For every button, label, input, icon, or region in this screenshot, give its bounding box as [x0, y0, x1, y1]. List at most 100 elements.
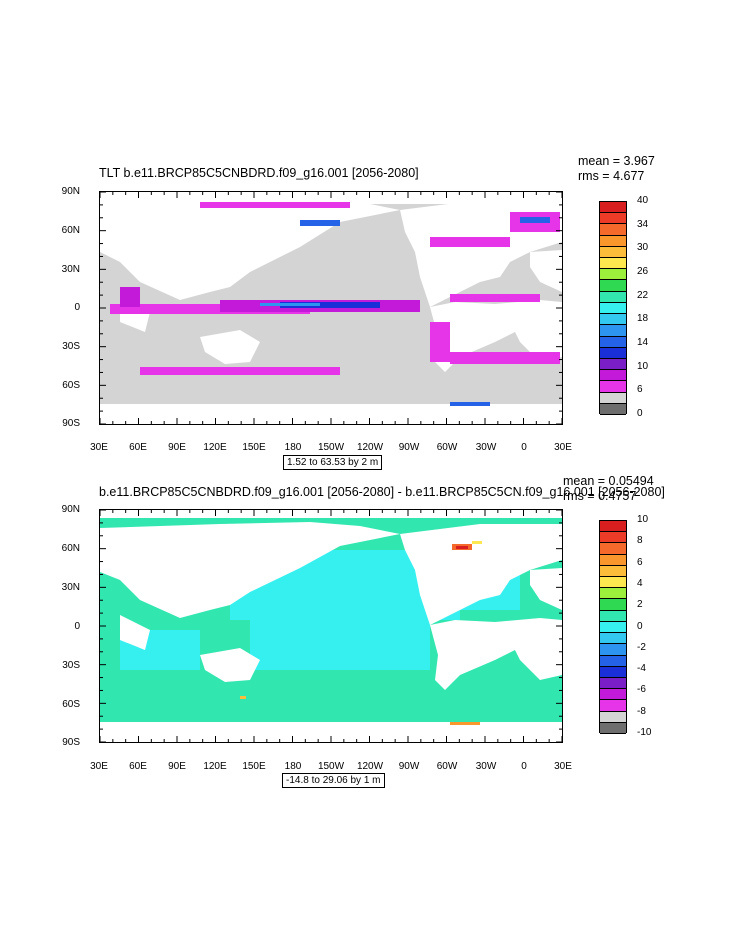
panel1-high-values	[110, 202, 560, 406]
panel2-ylab: 0	[74, 621, 80, 632]
panel2-ylab: 60S	[62, 699, 80, 710]
colorbar-box	[600, 370, 626, 382]
colorbar-label: 6	[637, 384, 643, 396]
colorbar-box	[600, 689, 626, 701]
colorbar-box	[600, 246, 626, 259]
panel1-xlab: 90W	[398, 442, 420, 453]
panel2-xlab: 30E	[554, 761, 572, 772]
panel2-map-field	[100, 510, 562, 742]
panel1-xlab: 0	[521, 442, 527, 453]
panel1-xlab: 90E	[168, 442, 186, 453]
colorbar-label: -6	[637, 684, 646, 696]
panel1-ylab: 60N	[61, 225, 80, 236]
panel1-ylab: 90N	[61, 186, 80, 197]
colorbar-box	[600, 521, 626, 533]
panel2-xlab: 180	[284, 761, 302, 772]
panel1-title: TLT b.e11.BRCP85C5CNBDRD.f09_g16.001 [20…	[99, 166, 419, 180]
panel2-xlab: 60E	[129, 761, 147, 772]
panel1-xlab: 30W	[475, 442, 497, 453]
panel1-ylab: 0	[74, 302, 80, 313]
colorbar-label: 30	[637, 242, 649, 254]
colorbar-box	[600, 577, 626, 589]
panel2-colorbar	[599, 520, 627, 734]
panel1-ylab: 90S	[62, 418, 80, 429]
colorbar-label: 14	[637, 337, 649, 348]
panel2-ylab: 90N	[61, 504, 80, 515]
panel1-xlab: 60E	[129, 442, 147, 453]
colorbar-label: 10	[637, 360, 649, 372]
colorbar-box	[600, 599, 626, 611]
colorbar-box	[600, 403, 626, 415]
colorbar-box	[600, 700, 626, 712]
colorbar-box	[600, 666, 626, 678]
colorbar-box	[600, 291, 626, 303]
panel2-xlab: 90E	[168, 761, 186, 772]
colorbar-box	[600, 302, 626, 315]
colorbar-box	[600, 336, 626, 348]
colorbar-box	[600, 711, 626, 723]
colorbar-box	[600, 565, 626, 578]
colorbar-box	[600, 655, 626, 667]
panel1-ylab: 30N	[61, 264, 80, 275]
panel2-anomalies	[240, 541, 482, 725]
panel2-ylab: 30N	[61, 582, 80, 593]
colorbar-box	[600, 213, 626, 225]
colorbar-label: 0	[637, 408, 643, 419]
colorbar-box	[600, 347, 626, 359]
colorbar-label: -4	[637, 663, 646, 675]
colorbar-label: 2	[637, 599, 643, 611]
colorbar-label: 4	[637, 577, 643, 589]
colorbar-label: -10	[637, 727, 652, 738]
panel1-ylab: 60S	[62, 380, 80, 391]
colorbar-box	[600, 325, 626, 337]
colorbar-label: 22	[637, 289, 649, 301]
colorbar-label: 18	[637, 313, 649, 325]
panel1-xlab: 120E	[203, 442, 227, 453]
panel1-ylab: 30S	[62, 341, 80, 352]
panel1-xlab: 30E	[90, 442, 108, 453]
panel1-xlab: 180	[284, 442, 302, 453]
panel2-mean: mean = 0.05494	[563, 474, 654, 488]
panel2-xlab: 30W	[475, 761, 497, 772]
panel1-mean: mean = 3.967	[578, 154, 655, 168]
colorbar-box	[600, 722, 626, 734]
panel1-range-label: 1.52 to 63.53 by 2 m	[283, 455, 383, 470]
colorbar-label: -8	[637, 705, 646, 717]
panel2-ylab: 90S	[62, 737, 80, 748]
panel2-xlab: 60W	[436, 761, 458, 772]
colorbar-box	[600, 644, 626, 656]
colorbar-box	[600, 224, 626, 236]
colorbar-label: 8	[637, 535, 643, 547]
panel2-ylab: 60N	[61, 543, 80, 554]
colorbar-label: 0	[637, 620, 643, 632]
panel2-xlab: 120E	[203, 761, 227, 772]
colorbar-box	[600, 381, 626, 393]
colorbar-box	[600, 358, 626, 371]
colorbar-label: -2	[637, 641, 646, 653]
colorbar-box	[600, 554, 626, 566]
panel1-xlab: 150E	[242, 442, 266, 453]
colorbar-box	[600, 543, 626, 555]
panel2-ylab: 30S	[62, 660, 80, 671]
colorbar-label: 26	[637, 266, 649, 277]
colorbar-label: 10	[637, 514, 649, 525]
colorbar-box	[600, 280, 626, 292]
colorbar-box	[600, 269, 626, 281]
panel1-colorbar	[599, 201, 627, 415]
panel2-xlab: 120W	[356, 761, 384, 772]
panel1-rms: rms = 4.677	[578, 169, 645, 183]
colorbar-box	[600, 202, 626, 214]
colorbar-box	[600, 621, 626, 634]
panel2-xlab: 150W	[317, 761, 345, 772]
panel2-xlab: 150E	[242, 761, 266, 772]
colorbar-box	[600, 392, 626, 404]
panel2-rms: rms = 0.4757	[563, 489, 637, 503]
panel2-map	[99, 509, 563, 743]
panel1-map	[99, 191, 563, 425]
panel2-xlab: 90W	[398, 761, 420, 772]
panel1-xlab: 60W	[436, 442, 458, 453]
colorbar-box	[600, 677, 626, 690]
colorbar-label: 34	[637, 218, 649, 230]
panel2-title: b.e11.BRCP85C5CNBDRD.f09_g16.001 [2056-2…	[99, 485, 665, 499]
panel1-map-field	[100, 192, 562, 424]
